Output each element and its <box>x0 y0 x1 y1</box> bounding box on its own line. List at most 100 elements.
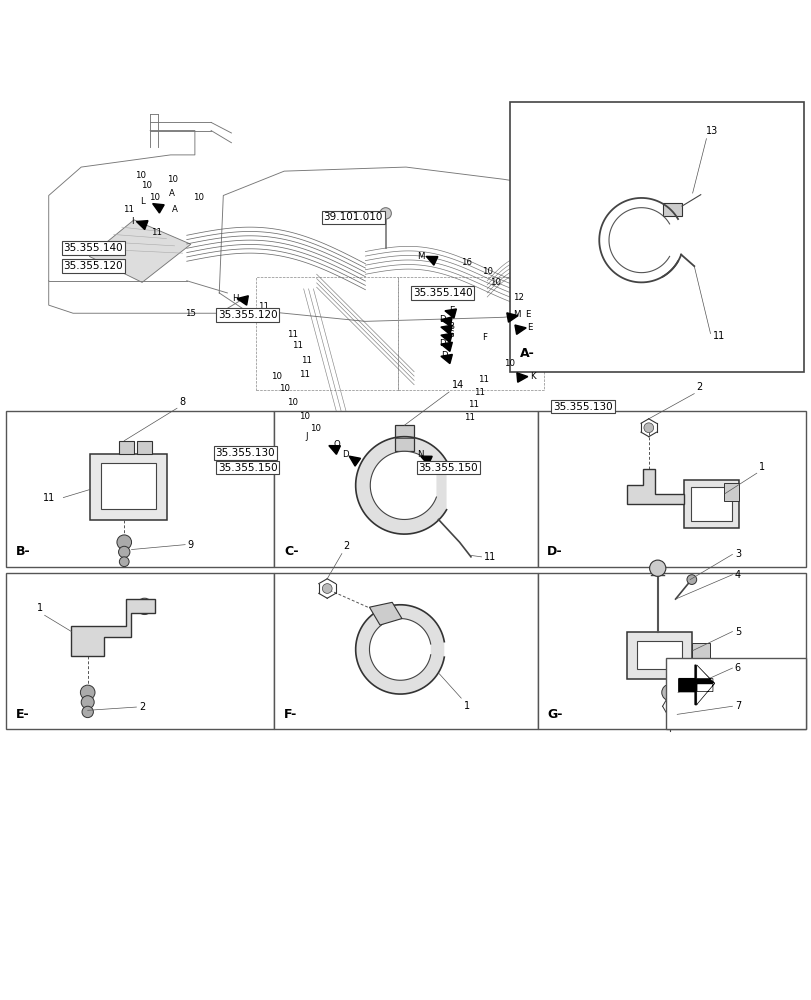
Text: 8: 8 <box>179 397 186 407</box>
Circle shape <box>643 423 653 433</box>
Circle shape <box>384 465 424 506</box>
Polygon shape <box>355 605 444 694</box>
Text: E: E <box>449 306 454 315</box>
Polygon shape <box>328 446 340 454</box>
Circle shape <box>649 560 665 576</box>
Circle shape <box>80 685 95 700</box>
Text: 11: 11 <box>43 493 55 503</box>
Text: 1: 1 <box>758 462 765 472</box>
Text: B-: B- <box>16 545 31 558</box>
Polygon shape <box>514 325 526 334</box>
Text: 10: 10 <box>193 193 204 202</box>
Text: 1: 1 <box>463 701 470 711</box>
Text: 35.355.130: 35.355.130 <box>215 448 275 458</box>
Text: 11: 11 <box>110 262 122 271</box>
Polygon shape <box>696 665 714 705</box>
Polygon shape <box>420 456 431 465</box>
Bar <box>662 203 681 216</box>
Polygon shape <box>152 204 164 213</box>
Text: F: F <box>482 333 487 342</box>
Text: M: M <box>513 310 521 319</box>
Text: 10: 10 <box>278 384 290 393</box>
Polygon shape <box>440 317 452 326</box>
Text: 9: 9 <box>187 540 194 550</box>
Bar <box>723 483 738 501</box>
Polygon shape <box>426 256 437 265</box>
Text: 10: 10 <box>166 175 178 184</box>
Bar <box>101 463 156 509</box>
Text: 10: 10 <box>148 193 160 202</box>
Text: 39.101.010: 39.101.010 <box>323 212 383 222</box>
Text: 6: 6 <box>734 663 740 673</box>
Bar <box>137 441 152 454</box>
Text: 10: 10 <box>309 424 320 433</box>
Text: 14: 14 <box>451 380 463 390</box>
Bar <box>255 277 397 390</box>
Text: E-: E- <box>16 708 30 721</box>
Text: 3: 3 <box>734 549 740 559</box>
Bar <box>6 573 274 729</box>
Text: G-: G- <box>547 708 562 721</box>
Text: 10: 10 <box>140 181 152 190</box>
Text: 35.355.120: 35.355.120 <box>217 310 277 320</box>
Text: 35.355.140: 35.355.140 <box>63 243 123 253</box>
Text: 11: 11 <box>463 413 474 422</box>
Circle shape <box>119 557 129 567</box>
Circle shape <box>81 696 94 709</box>
Text: 10: 10 <box>481 267 492 276</box>
Text: 15: 15 <box>185 309 196 318</box>
Polygon shape <box>440 354 452 364</box>
Text: 10: 10 <box>270 372 281 381</box>
Text: 11: 11 <box>483 552 496 562</box>
Circle shape <box>686 575 696 584</box>
Bar <box>274 573 537 729</box>
Bar <box>537 573 805 729</box>
Polygon shape <box>440 325 452 334</box>
Text: 11: 11 <box>298 370 310 379</box>
Bar <box>665 658 805 729</box>
Text: C: C <box>92 260 99 269</box>
Bar <box>6 411 274 567</box>
Text: A-: A- <box>519 347 534 360</box>
Text: 11: 11 <box>301 356 312 365</box>
Text: 7: 7 <box>734 701 740 711</box>
Text: 11: 11 <box>477 375 488 384</box>
Bar <box>683 480 738 528</box>
Text: 35.355.150: 35.355.150 <box>418 463 478 473</box>
Text: D-: D- <box>547 545 562 558</box>
Text: 2: 2 <box>696 382 702 392</box>
Text: L: L <box>139 197 144 206</box>
Text: C-: C- <box>284 545 298 558</box>
Polygon shape <box>71 599 155 656</box>
Polygon shape <box>506 313 517 322</box>
Text: 5: 5 <box>734 627 740 637</box>
Text: 11: 11 <box>473 388 484 397</box>
Text: I: I <box>131 217 134 226</box>
Bar <box>274 411 537 567</box>
Bar <box>90 454 167 520</box>
Text: 10: 10 <box>286 398 298 407</box>
Circle shape <box>118 546 130 558</box>
Polygon shape <box>440 342 452 351</box>
Text: 10: 10 <box>298 412 310 421</box>
Bar <box>691 643 709 659</box>
Text: J: J <box>305 432 308 441</box>
Text: 10: 10 <box>135 171 146 180</box>
Text: E: E <box>526 323 531 332</box>
Text: 11: 11 <box>151 228 162 237</box>
Polygon shape <box>89 220 191 282</box>
Text: D: D <box>440 351 447 360</box>
Polygon shape <box>440 333 452 342</box>
Text: 11: 11 <box>122 205 134 214</box>
Text: 11: 11 <box>467 400 478 409</box>
Text: H: H <box>232 294 238 303</box>
Polygon shape <box>349 456 360 466</box>
Text: D: D <box>341 450 348 459</box>
Text: G: G <box>447 330 453 339</box>
Text: 35.355.130: 35.355.130 <box>552 402 612 412</box>
Text: B: B <box>447 322 453 331</box>
Polygon shape <box>517 373 527 382</box>
Circle shape <box>136 598 152 614</box>
Text: 11: 11 <box>258 302 269 311</box>
Bar <box>537 411 805 567</box>
